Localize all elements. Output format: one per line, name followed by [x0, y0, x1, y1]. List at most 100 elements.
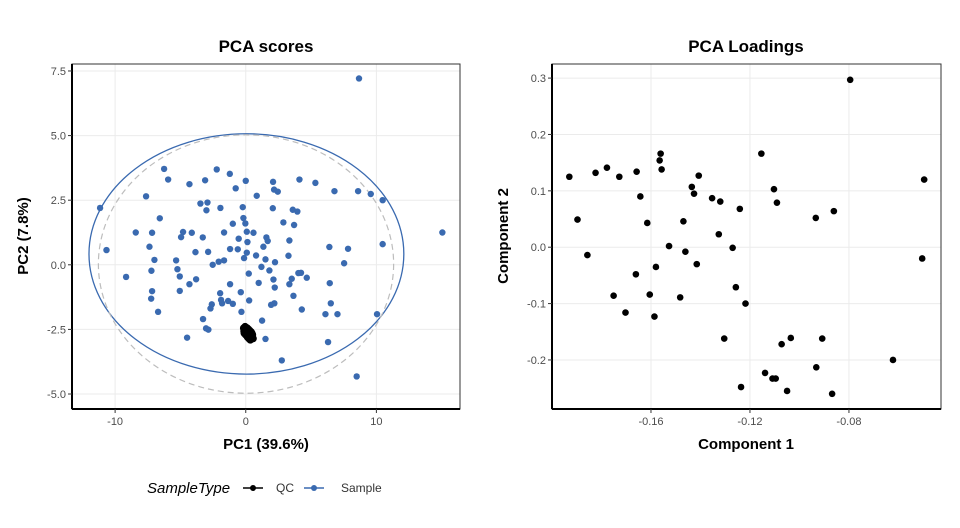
- data-point-loadings: [651, 313, 658, 320]
- data-point-sample: [96, 204, 104, 212]
- data-point-sample: [326, 243, 333, 251]
- y-tick-label: 7.5: [51, 66, 66, 78]
- axis-ticks: -10 0 10 -5.0 -2.5 0.0 2.5 5.0 7.5: [47, 66, 382, 428]
- data-point-sample: [132, 229, 139, 236]
- y-tick-label: 5.0: [51, 131, 66, 143]
- data-point-loadings: [787, 334, 795, 342]
- data-point-sample: [217, 204, 224, 212]
- data-point-loadings: [830, 207, 838, 215]
- legend-key-dot: [311, 485, 317, 491]
- data-point-sample: [326, 279, 333, 287]
- data-point-sample: [269, 178, 277, 186]
- data-point-sample: [186, 280, 193, 288]
- data-point-sample: [286, 237, 293, 244]
- data-point-loadings: [693, 260, 701, 268]
- data-point-loadings: [812, 363, 820, 371]
- data-point-sample: [250, 229, 257, 236]
- y-axis-title: PC2 (7.8%): [15, 197, 32, 275]
- data-point-sample: [243, 249, 250, 256]
- data-point-loadings: [772, 375, 779, 382]
- data-point-sample: [240, 254, 248, 262]
- data-point-loadings: [695, 172, 703, 179]
- data-point-loadings: [812, 214, 820, 222]
- data-point-sample: [294, 208, 301, 215]
- data-point-sample: [331, 187, 338, 195]
- data-point-loadings: [643, 219, 651, 227]
- data-point-loadings: [637, 193, 644, 200]
- data-point-sample: [286, 280, 293, 288]
- data-point-sample: [262, 256, 269, 263]
- data-point-sample: [242, 220, 249, 227]
- data-point-sample: [290, 221, 298, 229]
- data-point-sample: [296, 176, 303, 183]
- data-point-loadings: [773, 199, 781, 206]
- data-point-loadings: [828, 390, 836, 398]
- axis-ticks: -0.16 -0.12 -0.08 -0.2 -0.1 0.0 0.1 0.2 0.3: [527, 73, 861, 428]
- data-point-sample: [271, 259, 279, 266]
- data-point-loadings: [708, 194, 716, 202]
- data-point-sample: [270, 276, 277, 283]
- data-point-sample: [154, 308, 162, 316]
- data-point-sample: [239, 203, 246, 211]
- legend-item-qc[interactable]: QC: [243, 481, 294, 495]
- chart-title: PCA Loadings: [688, 37, 804, 56]
- data-point-sample: [274, 188, 281, 195]
- data-point-sample: [226, 280, 234, 288]
- data-point-sample: [208, 301, 215, 308]
- data-point-sample: [264, 237, 271, 245]
- data-point-sample: [197, 200, 204, 207]
- data-point-loadings: [657, 150, 664, 157]
- legend-label: Sample: [341, 481, 382, 495]
- data-point-sample: [262, 335, 269, 343]
- y-tick-label: -2.5: [47, 324, 66, 336]
- x-tick-label: -0.16: [638, 416, 663, 428]
- legend-label: QC: [276, 481, 294, 495]
- data-point-sample: [103, 246, 110, 254]
- pca-scores-panel: PCA scores -10 0 10 -5.0 -2.5 0.0 2.5 5.0 7.5 PC…: [15, 37, 461, 453]
- data-point-loadings: [758, 150, 765, 157]
- y-tick-label: -0.2: [527, 355, 546, 367]
- data-point-sample: [258, 263, 265, 271]
- legend-item-sample[interactable]: Sample: [304, 481, 382, 495]
- data-point-sample: [174, 265, 181, 273]
- data-point-sample: [322, 310, 329, 318]
- data-point-sample: [204, 248, 212, 256]
- data-point-sample: [252, 252, 260, 259]
- data-point-sample: [148, 287, 156, 295]
- data-point-sample: [160, 165, 168, 173]
- data-point-sample: [172, 257, 180, 264]
- data-point-sample: [269, 205, 276, 212]
- data-point-sample: [186, 180, 193, 188]
- data-point-loadings: [632, 270, 640, 278]
- data-point-sample: [218, 300, 226, 307]
- data-point-sample: [204, 199, 211, 206]
- data-point-sample: [213, 166, 220, 173]
- data-point-sample: [242, 177, 249, 185]
- data-point-sample: [199, 315, 207, 323]
- data-point-sample: [216, 290, 224, 297]
- data-point-sample: [188, 229, 195, 236]
- y-tick-label: 0.0: [51, 260, 66, 272]
- data-point-sample: [237, 288, 244, 296]
- x-tick-label: -0.12: [737, 416, 762, 428]
- data-point-sample: [238, 308, 245, 316]
- data-point-sample: [439, 229, 446, 236]
- x-tick-label: 10: [370, 416, 382, 428]
- pca-loadings-panel: PCA Loadings -0.16 -0.12 -0.08 -0.2 -0.1 0.0 0…: [495, 37, 942, 453]
- data-point-loadings: [676, 294, 684, 301]
- data-point-loadings: [889, 356, 897, 364]
- data-point-sample: [176, 287, 183, 295]
- data-point-sample: [324, 338, 332, 346]
- data-point-sample: [303, 274, 310, 281]
- data-point-sample: [183, 334, 191, 341]
- data-points: [566, 76, 928, 398]
- data-point-sample: [253, 192, 260, 199]
- grid-lines: [72, 64, 460, 409]
- data-point-sample: [278, 357, 286, 364]
- data-point-sample: [354, 187, 362, 195]
- data-point-loadings: [656, 157, 663, 164]
- data-point-loadings: [633, 168, 640, 175]
- data-point-sample: [285, 252, 292, 259]
- y-tick-label: 0.1: [531, 186, 546, 198]
